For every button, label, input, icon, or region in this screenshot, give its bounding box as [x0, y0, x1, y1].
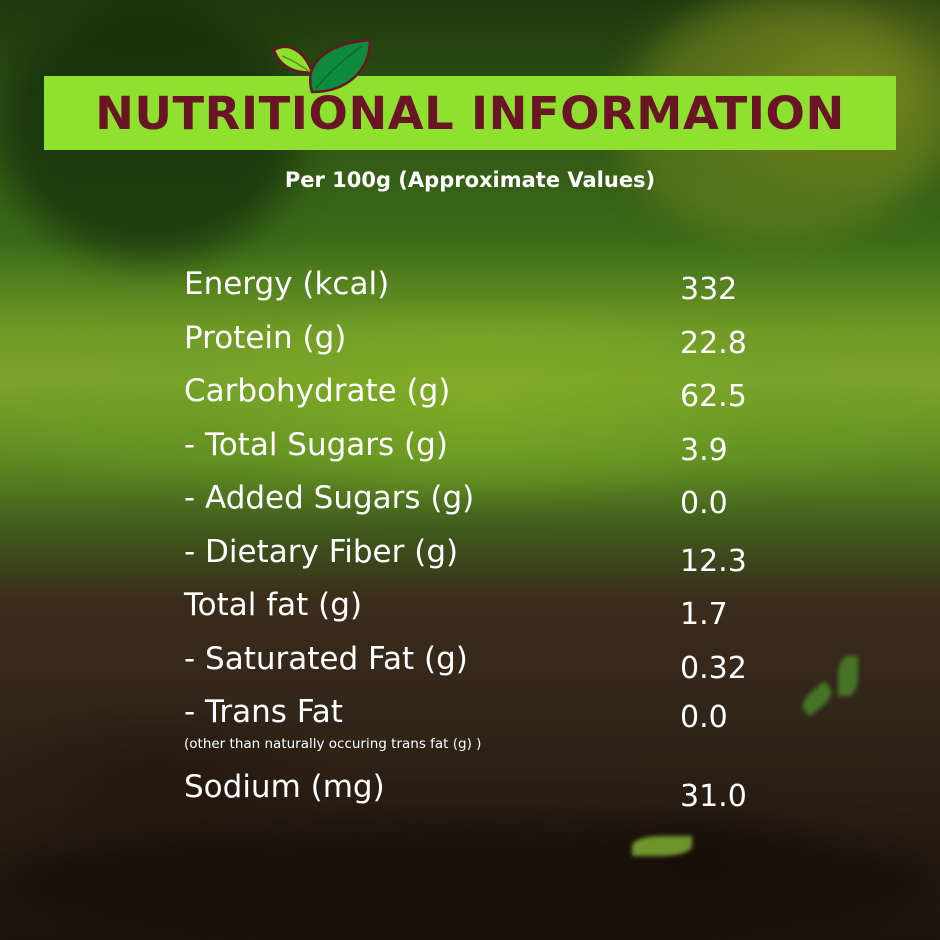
nutrient-value: 0.32: [680, 650, 747, 686]
nutrient-value: 332: [680, 272, 738, 307]
page-title: NUTRITIONAL INFORMATION: [95, 86, 845, 140]
seedling-decoration: [632, 836, 692, 856]
nutrient-label: - Saturated Fat (g): [184, 640, 468, 677]
nutrient-value: 12.3: [680, 543, 747, 579]
nutrient-value: 62.5: [680, 379, 747, 414]
nutrient-row-sodium: Sodium (mg) 31.0: [184, 769, 784, 823]
nutrient-row-protein: Protein (g) 22.8: [184, 320, 784, 374]
nutrient-row-energy: Energy (kcal) 332: [184, 266, 784, 320]
nutrient-row-total-fat: Total fat (g) 1.7: [184, 587, 784, 641]
background-soil: [0, 820, 940, 940]
nutrient-row-total-sugars: - Total Sugars (g) 3.9: [184, 427, 784, 481]
nutrition-table: Energy (kcal) 332 Protein (g) 22.8 Carbo…: [184, 266, 784, 823]
nutrient-value: 1.7: [680, 597, 728, 632]
nutrient-row-added-sugars: - Added Sugars (g) 0.0: [184, 480, 784, 534]
nutrient-value: 3.9: [680, 432, 728, 468]
nutrient-row-carbohydrate: Carbohydrate (g) 62.5: [184, 373, 784, 427]
nutrient-label: - Trans Fat: [184, 694, 343, 730]
title-banner: NUTRITIONAL INFORMATION: [44, 76, 896, 150]
nutrient-value: 0.0: [680, 486, 728, 521]
nutrient-row-dietary-fiber: - Dietary Fiber (g) 12.3: [184, 534, 784, 588]
nutrient-label: - Dietary Fiber (g): [184, 533, 459, 570]
nutrient-row-trans-fat: - Trans Fat 0.0 (other than naturally oc…: [184, 694, 784, 769]
seedling-decoration: [838, 656, 858, 696]
nutrient-value: 31.0: [680, 779, 747, 814]
nutrient-label: Sodium (mg): [184, 769, 385, 805]
subtitle: Per 100g (Approximate Values): [284, 168, 656, 192]
nutrient-label: - Total Sugars (g): [184, 426, 448, 463]
nutrient-label: Protein (g): [184, 319, 347, 356]
nutrient-label: Total fat (g): [184, 587, 363, 623]
nutrient-row-saturated-fat: - Saturated Fat (g) 0.32: [184, 641, 784, 695]
nutrient-label: Energy (kcal): [184, 266, 390, 302]
leaf-icon: [272, 38, 372, 94]
nutrient-value: 22.8: [680, 325, 747, 361]
nutrient-footnote: (other than naturally occuring trans fat…: [184, 736, 482, 752]
background-grass: [0, 330, 940, 490]
nutrient-label: Carbohydrate (g): [184, 373, 451, 409]
nutrient-value: 0.0: [680, 700, 728, 735]
nutrient-label: - Added Sugars (g): [184, 480, 475, 516]
seedling-decoration: [798, 681, 836, 717]
